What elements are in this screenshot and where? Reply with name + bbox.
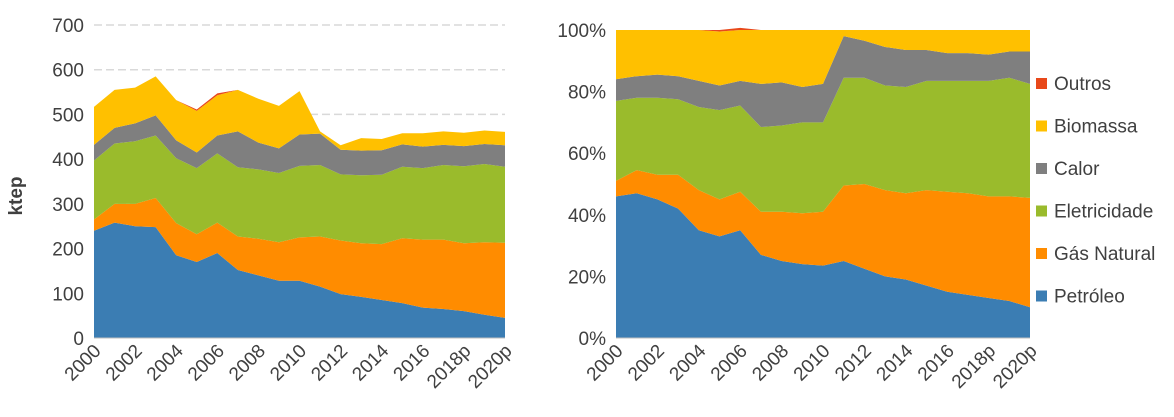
y-tick-label: 60% (568, 144, 606, 165)
x-tick-label: 2008 (748, 341, 793, 386)
area-series-biomassa (616, 30, 1030, 87)
y-tick-label: 80% (568, 83, 606, 104)
legend-label-outros: Outros (1054, 74, 1111, 95)
legend-swatch-gas-natural (1036, 248, 1047, 259)
x-tick-label: 2006 (184, 341, 229, 386)
x-tick-label: 2018p (423, 341, 475, 393)
legend-swatch-biomassa (1036, 120, 1047, 132)
x-tick-label: 2004 (666, 340, 711, 385)
legend-swatch-petroleo (1036, 290, 1047, 302)
x-tick-label: 2010 (266, 341, 311, 386)
x-tick-label: 2000 (61, 341, 106, 386)
legend-label-petroleo: Petróleo (1054, 287, 1125, 308)
area-series-calor (94, 115, 505, 176)
x-tick-label: 2002 (102, 341, 147, 386)
y-tick-label: 100 (52, 284, 84, 305)
x-tick-label: 2020p (464, 341, 516, 393)
y-tick-label: 500 (52, 105, 84, 126)
x-tick-label: 2014 (348, 340, 393, 385)
area-series-eletricidade (94, 135, 505, 245)
area-series-petroleo (94, 222, 505, 338)
area-series-calor (616, 36, 1030, 128)
x-tick-label: 2012 (307, 341, 352, 386)
legend-label-gas-natural: Gás Natural (1054, 244, 1155, 265)
x-tick-label: 2020p (989, 341, 1041, 393)
y-tick-label: 400 (52, 150, 84, 171)
legend-swatch-calor (1036, 163, 1047, 174)
left-y-axis-label: ktep (6, 176, 27, 215)
y-tick-label: 600 (52, 61, 84, 82)
x-tick-label: 2006 (707, 341, 752, 386)
x-tick-label: 2002 (624, 341, 669, 386)
legend-label-eletricidade: Eletricidade (1054, 202, 1153, 223)
area-series-biomassa (94, 76, 505, 153)
y-tick-label: 700 (52, 16, 84, 37)
legend-label-biomassa: Biomassa (1054, 117, 1138, 138)
y-tick-label: 0% (579, 329, 607, 350)
area-series-gas-natural (94, 198, 505, 318)
x-tick-label: 2004 (143, 340, 188, 385)
y-tick-label: 200 (52, 240, 84, 261)
area-series-gas-natural (616, 170, 1030, 308)
y-tick-label: 100% (557, 21, 606, 42)
y-tick-label: 40% (568, 206, 606, 227)
x-tick-label: 2012 (831, 341, 876, 386)
area-series-outros (616, 27, 1030, 32)
x-tick-label: 2008 (225, 341, 270, 386)
legend: Outros Biomassa Calor Eletricidade Gás Natur… (1036, 74, 1155, 308)
x-tick-label: 2014 (873, 340, 918, 385)
x-tick-label: 2018p (948, 341, 1000, 393)
x-tick-label: 2010 (790, 341, 835, 386)
left-chart-absolute: ktep 01002003004005006007002000200220042… (6, 16, 517, 393)
right-chart-percent: 0%20%40%60%80%100%2000200220042006200820… (557, 21, 1041, 393)
legend-swatch-eletricidade (1036, 205, 1047, 217)
legend-swatch-outros (1036, 78, 1047, 89)
area-series-eletricidade (616, 77, 1030, 214)
y-tick-label: 0 (73, 329, 84, 350)
legend-label-calor: Calor (1054, 159, 1100, 180)
y-tick-label: 300 (52, 195, 84, 216)
y-tick-label: 20% (568, 267, 606, 288)
